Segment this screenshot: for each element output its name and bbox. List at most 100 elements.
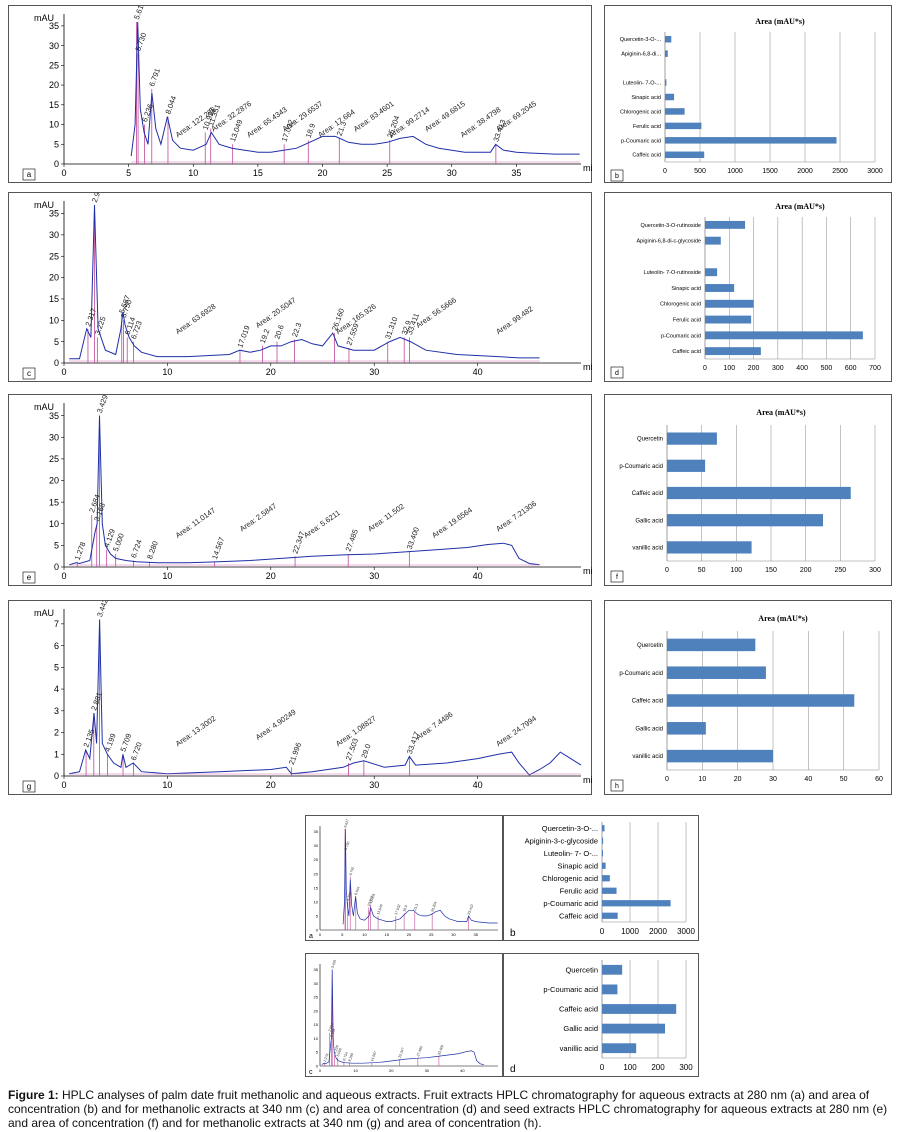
peak-label: 14.567 xyxy=(370,1051,377,1062)
category-label: p-Coumaric acid xyxy=(543,899,598,908)
peak-label: 6.791 xyxy=(348,866,355,876)
x-tick-label: 1000 xyxy=(621,927,639,936)
panel-label-box xyxy=(610,169,624,182)
panel-label: g xyxy=(27,782,31,791)
x-axis-unit: min xyxy=(583,362,593,372)
x-tick-label: 100 xyxy=(623,1063,637,1072)
peak-label: 2.954 xyxy=(90,193,105,204)
x-tick-label: 60 xyxy=(875,776,883,783)
peak-label: 33.400 xyxy=(437,1044,444,1055)
panel-label: h xyxy=(615,783,619,790)
mini-chromatogram-panel-c: 1.278 2.684 3.168 3.429 4.129 5.000 6.724 8.280… xyxy=(305,953,503,1077)
bar-chart-panel-d: Area (mAU*s) 0 100 200 300 400 500 600 700 Querce… xyxy=(604,192,892,382)
bar xyxy=(665,137,837,144)
peak-label: 3.168 xyxy=(329,1028,336,1038)
area-annotation: Area: 20.5047 xyxy=(254,295,298,329)
y-tick-label: 35 xyxy=(49,21,59,31)
mini-bar-chart-d: 0 100 200 300 Quercetin p-Coumaric acid Caffei… xyxy=(510,960,693,1075)
bar xyxy=(667,638,756,652)
y-tick-label: 25 xyxy=(49,251,59,261)
peak-label: 22.3 xyxy=(290,321,303,338)
peak-label: 1.278 xyxy=(73,541,88,562)
y-tick-label: 15 xyxy=(314,1022,319,1027)
category-label: Quercetin xyxy=(637,643,663,649)
x-tick-label: 2000 xyxy=(797,168,813,175)
category-label: Ferulic acid xyxy=(633,124,661,130)
category-label: Quercetin-3-O-... xyxy=(542,824,598,833)
y-tick-label: 30 xyxy=(49,432,59,442)
peak-label: 3.429 xyxy=(330,959,337,969)
category-label: Sinapic acid xyxy=(671,286,701,292)
peak-label: 4.199 xyxy=(103,732,118,753)
panel-label: d xyxy=(615,370,619,377)
y-axis-label: mAU xyxy=(34,402,54,412)
bar xyxy=(667,432,717,445)
chromatogram-trace xyxy=(69,204,540,360)
panel-label: a xyxy=(27,170,32,179)
x-tick-label: 30 xyxy=(425,1068,430,1073)
y-tick-label: 35 xyxy=(49,411,59,421)
x-tick-label: 0 xyxy=(665,776,669,783)
category-label: Quercetin-3-O-... xyxy=(620,37,662,43)
peak-label: 21.996 xyxy=(287,741,303,766)
category-label: Apiginin-6,8-di... xyxy=(621,52,661,58)
bar xyxy=(705,331,863,340)
peak-label: 8.044 xyxy=(354,886,361,896)
category-label: Caffeic acid xyxy=(672,349,701,355)
x-tick-label: 0 xyxy=(703,365,707,372)
category-label: Chlorogenic acid xyxy=(542,874,598,883)
peak-label: 5.617 xyxy=(343,819,350,829)
area-annotation: Area: 7.21306 xyxy=(494,499,538,533)
x-tick-label: 10 xyxy=(162,571,172,581)
y-tick-label: 6 xyxy=(54,641,59,651)
panel-label: f xyxy=(616,574,618,581)
x-tick-label: 100 xyxy=(730,567,742,574)
x-tick-label: 0 xyxy=(319,932,322,937)
y-tick-label: 0 xyxy=(316,1064,319,1069)
bar xyxy=(705,284,735,292)
y-tick-label: 35 xyxy=(314,829,319,834)
x-tick-label: 200 xyxy=(748,365,760,372)
x-tick-label: 500 xyxy=(694,168,706,175)
x-tick-label: 5 xyxy=(126,168,131,178)
x-tick-label: 40 xyxy=(473,780,483,790)
x-tick-label: 0 xyxy=(319,1068,322,1073)
panel-label: d xyxy=(510,1064,516,1075)
category-label: Quercetin xyxy=(565,965,598,974)
bar xyxy=(667,666,766,679)
category-label: Luteolin- 7- O-... xyxy=(544,849,598,858)
y-tick-label: 10 xyxy=(49,519,59,529)
peak-label: 14.567 xyxy=(210,536,226,561)
y-tick-label: 15 xyxy=(314,885,319,890)
category-label: Caffeic acid xyxy=(559,911,598,920)
area-annotation: Area: 19.6564 xyxy=(430,505,474,539)
bar xyxy=(665,122,702,130)
area-annotation: Area: 56.5666 xyxy=(414,295,458,329)
bar xyxy=(602,1023,665,1034)
chromatogram-g: 01234567010203040mAUmin2.1352.8813.4424.… xyxy=(22,601,593,793)
bar xyxy=(602,900,671,907)
mini-bar-chart-panel-d: 0 100 200 300 Quercetin p-Coumaric acid Caffei… xyxy=(503,953,699,1077)
y-tick-label: 7 xyxy=(54,619,59,629)
bar xyxy=(602,1043,637,1054)
peak-label: 6.724 xyxy=(342,1052,349,1062)
area-annotation: Area: 13.3002 xyxy=(174,714,218,748)
chromatogram-panel-g: 01234567010203040mAUmin2.1352.8813.4424.… xyxy=(8,600,593,795)
area-annotation: Area: 11.502 xyxy=(366,502,406,534)
peak-label: 6.236 xyxy=(140,102,155,123)
area-annotation: Area: 69.2045 xyxy=(494,99,538,133)
caption-text: HPLC analyses of palm date fruit methano… xyxy=(8,1088,888,1130)
bar xyxy=(705,347,761,356)
x-tick-label: 20 xyxy=(317,168,327,178)
x-tick-label: 300 xyxy=(772,365,784,372)
chromatogram-trace xyxy=(321,969,484,1065)
x-tick-label: 35 xyxy=(474,932,479,937)
x-tick-label: 10 xyxy=(162,780,172,790)
y-tick-label: 5 xyxy=(54,139,59,149)
y-tick-label: 0 xyxy=(54,562,59,572)
bar xyxy=(667,459,706,472)
x-tick-label: 20 xyxy=(407,932,412,937)
bar xyxy=(667,486,851,500)
y-tick-label: 25 xyxy=(49,454,59,464)
y-tick-label: 10 xyxy=(49,120,59,130)
